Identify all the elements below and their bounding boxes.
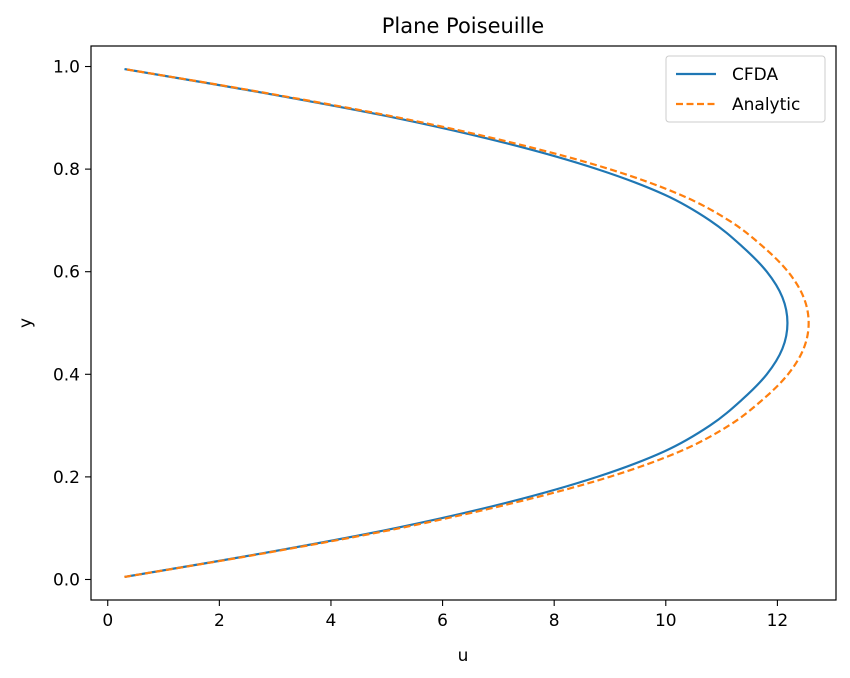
chart-title: Plane Poiseuille (382, 14, 544, 38)
x-tick-label: 2 (214, 611, 225, 631)
y-tick-label: 0.8 (53, 160, 80, 180)
x-tick-label: 6 (437, 611, 448, 631)
y-axis: 0.0 0.2 0.4 0.6 0.8 1.0 (53, 58, 91, 590)
y-tick-label: 0.6 (53, 263, 80, 283)
legend-frame (665, 55, 826, 123)
x-tick-label: 4 (326, 611, 337, 631)
y-axis-label: y (16, 318, 36, 328)
legend-label-analytic: Analytic (732, 95, 800, 115)
y-tick-label: 0.0 (53, 570, 80, 590)
x-tick-label: 8 (549, 611, 560, 631)
x-axis: 0 2 4 6 8 10 12 (102, 600, 788, 631)
legend-label-cfda: CFDA (732, 65, 778, 85)
plot-area (90, 45, 837, 601)
legend: CFDA Analytic (665, 55, 826, 123)
series-line-cfda (124, 67, 789, 579)
y-tick-label: 1.0 (53, 58, 80, 78)
y-tick-label: 0.4 (53, 365, 80, 385)
x-axis-label: u (458, 646, 469, 666)
x-tick-label: 0 (102, 611, 113, 631)
series-line-analytic (124, 67, 810, 579)
x-tick-label: 12 (767, 611, 789, 631)
series-layer (124, 67, 810, 579)
axes-frame (90, 45, 837, 601)
y-tick-label: 0.2 (53, 468, 80, 488)
x-tick-label: 10 (655, 611, 677, 631)
